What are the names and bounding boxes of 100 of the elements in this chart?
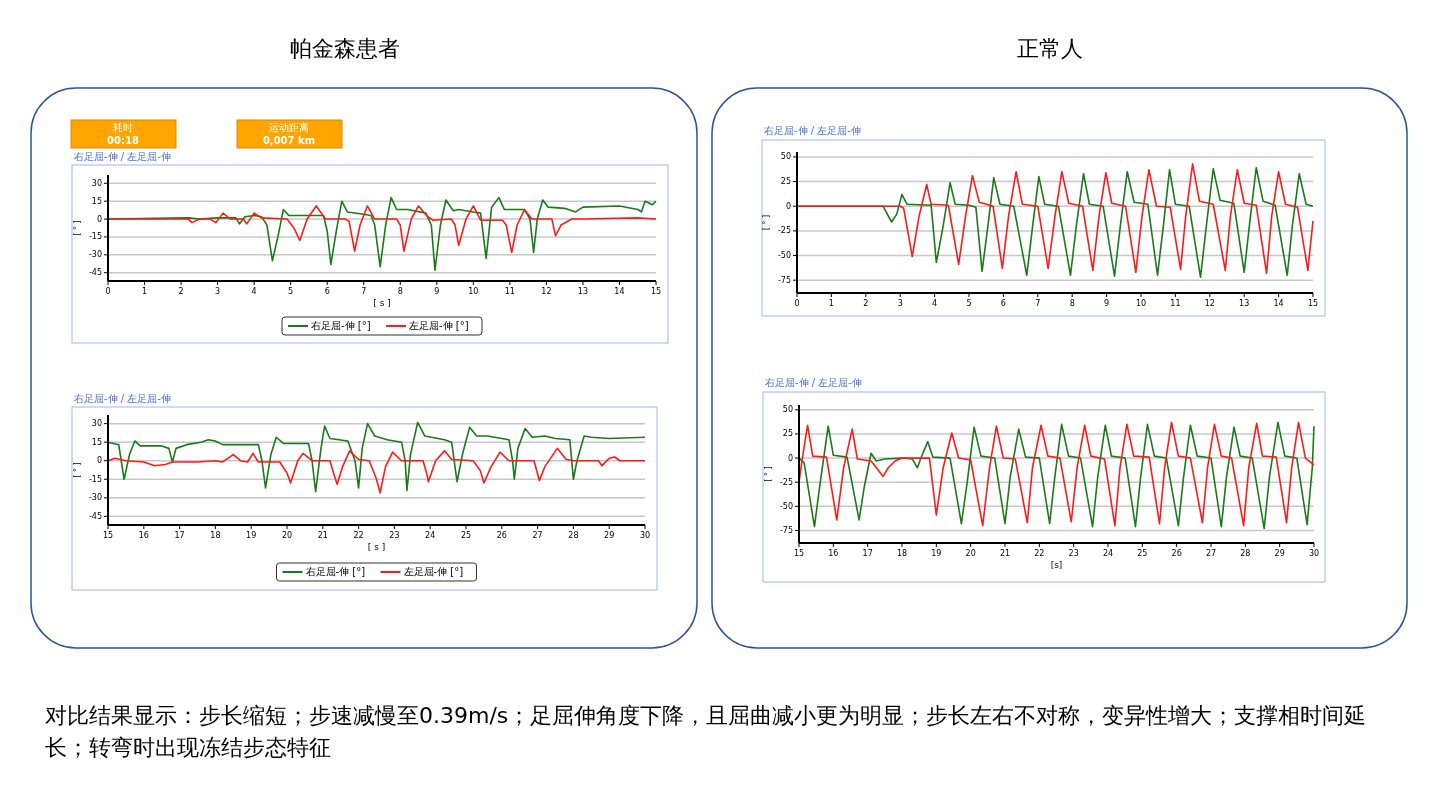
- x-tick-label: 22: [1034, 549, 1045, 558]
- x-tick-label: 20: [281, 531, 293, 540]
- x-axis-title: [ s ]: [367, 542, 386, 552]
- y-tick-label: 0: [785, 201, 791, 211]
- x-tick-label: 17: [862, 549, 873, 558]
- text: 帕金森患者: [290, 36, 400, 61]
- y-tick-label: -30: [88, 493, 102, 503]
- y-tick-label: -45: [88, 511, 102, 521]
- line-series: [107, 205, 657, 254]
- x-tick-label: 19: [246, 531, 257, 540]
- x-tick-label: 0: [794, 299, 800, 308]
- x-tick-label: 28: [1240, 549, 1251, 558]
- y-axis-title: [ ° ]: [73, 462, 82, 478]
- line-series: [107, 421, 646, 493]
- y-tick-label: 25: [782, 429, 793, 439]
- y-tick-label: -15: [88, 232, 102, 242]
- y-tick-label: -75: [779, 525, 793, 535]
- x-tick-label: 4: [932, 299, 938, 308]
- chart-title: 右足屈-伸 / 左足屈-伸: [764, 125, 861, 136]
- x-tick-label: 16: [138, 531, 149, 540]
- x-axis-title: [ s ]: [373, 298, 391, 308]
- x-tick-label: 21: [999, 549, 1011, 558]
- x-tick-label: 27: [1205, 549, 1217, 558]
- chart-title: 右足屈-伸 / 左足屈-伸: [74, 393, 171, 404]
- x-tick-label: 1: [141, 287, 148, 296]
- x-tick-label: 9: [1104, 299, 1110, 308]
- x-tick-label: 8: [397, 287, 403, 296]
- x-tick-label: 4: [251, 287, 257, 296]
- x-tick-label: 24: [1102, 549, 1114, 558]
- x-tick-label: 10: [1135, 299, 1147, 308]
- y-tick-label: -25: [779, 477, 793, 487]
- x-tick-label: 16: [828, 549, 839, 558]
- x-tick-label: 23: [1068, 549, 1079, 558]
- y-tick-label: 25: [780, 177, 791, 187]
- x-axis-title: [s]: [1050, 560, 1063, 570]
- x-tick-label: 28: [568, 531, 579, 540]
- legend-label: 右足屈-伸 [°]: [305, 566, 366, 577]
- x-tick-label: 20: [965, 549, 976, 558]
- x-tick-label: 14: [614, 287, 625, 296]
- x-tick-label: 30: [1308, 549, 1320, 558]
- x-tick-label: 30: [639, 531, 651, 540]
- text: 对比结果显示：步长缩短；步速减慢至0.39m/s；足屈伸角度下降，且屈曲减小更为明显；步长左右不对称，变异性增大；支撑相时间延长；转弯时出现冻结步态特征: [45, 702, 1368, 762]
- y-tick-label: 0: [96, 214, 102, 224]
- legend-label: 右足屈-伸 [°]: [311, 320, 371, 331]
- x-tick-label: 22: [353, 531, 364, 540]
- x-tick-label: 17: [174, 531, 185, 540]
- x-tick-label: 5: [966, 299, 972, 308]
- x-tick-label: 12: [1204, 299, 1215, 308]
- x-tick-label: 15: [102, 531, 114, 540]
- y-axis-title: [ ° ]: [764, 466, 773, 482]
- chart-title: 右足屈-伸 / 左足屈-伸: [765, 377, 862, 388]
- x-tick-label: 26: [1171, 549, 1182, 558]
- y-axis-title: [ ° ]: [762, 214, 771, 231]
- x-tick-label: 9: [434, 287, 440, 296]
- x-tick-label: 15: [793, 549, 805, 558]
- info-box: 运动距离 0,007 km: [236, 119, 343, 149]
- x-tick-label: 0: [105, 287, 111, 296]
- line-series: [107, 447, 646, 494]
- x-tick-label: 19: [931, 549, 942, 558]
- x-tick-label: 3: [897, 299, 903, 308]
- y-tick-label: -30: [88, 250, 102, 260]
- x-tick-label: 8: [1069, 299, 1075, 308]
- x-tick-label: 27: [532, 531, 543, 540]
- x-tick-label: 25: [460, 531, 472, 540]
- y-tick-label: 15: [91, 196, 102, 206]
- x-tick-label: 29: [1274, 549, 1285, 558]
- x-tick-label: 7: [1035, 299, 1041, 308]
- x-tick-label: 15: [650, 287, 662, 296]
- x-tick-label: 26: [496, 531, 507, 540]
- y-tick-label: -25: [777, 226, 791, 236]
- y-tick-label: -15: [88, 474, 102, 484]
- y-tick-label: -45: [88, 268, 102, 278]
- x-tick-label: 18: [210, 531, 221, 540]
- chart-title: 右足屈-伸 / 左足屈-伸: [74, 151, 171, 162]
- y-tick-label: 50: [780, 152, 791, 162]
- x-tick-label: 23: [389, 531, 400, 540]
- y-tick-label: -50: [777, 251, 791, 261]
- x-tick-label: 1: [828, 299, 834, 308]
- y-tick-label: 50: [782, 405, 793, 415]
- x-tick-label: 12: [541, 287, 552, 296]
- x-tick-label: 11: [1170, 299, 1181, 308]
- text: 正常人: [1017, 36, 1083, 61]
- x-tick-label: 5: [288, 287, 294, 296]
- x-tick-label: 15: [1307, 299, 1319, 308]
- x-tick-label: 24: [425, 531, 436, 540]
- y-tick-label: 0: [787, 453, 793, 463]
- x-tick-label: 6: [324, 287, 330, 296]
- x-tick-label: 18: [896, 549, 908, 558]
- y-tick-label: -50: [779, 501, 793, 511]
- x-tick-label: 21: [317, 531, 328, 540]
- x-tick-label: 6: [1000, 299, 1006, 308]
- y-tick-label: 30: [91, 419, 102, 429]
- y-tick-label: 0: [96, 456, 102, 466]
- x-tick-label: 25: [1137, 549, 1148, 558]
- x-tick-label: 10: [468, 287, 479, 296]
- x-tick-label: 29: [604, 531, 615, 540]
- legend-label: 左足屈-伸 [°]: [409, 320, 469, 331]
- x-tick-label: 14: [1273, 299, 1284, 308]
- x-tick-label: 7: [361, 287, 367, 296]
- y-tick-label: 15: [91, 437, 102, 447]
